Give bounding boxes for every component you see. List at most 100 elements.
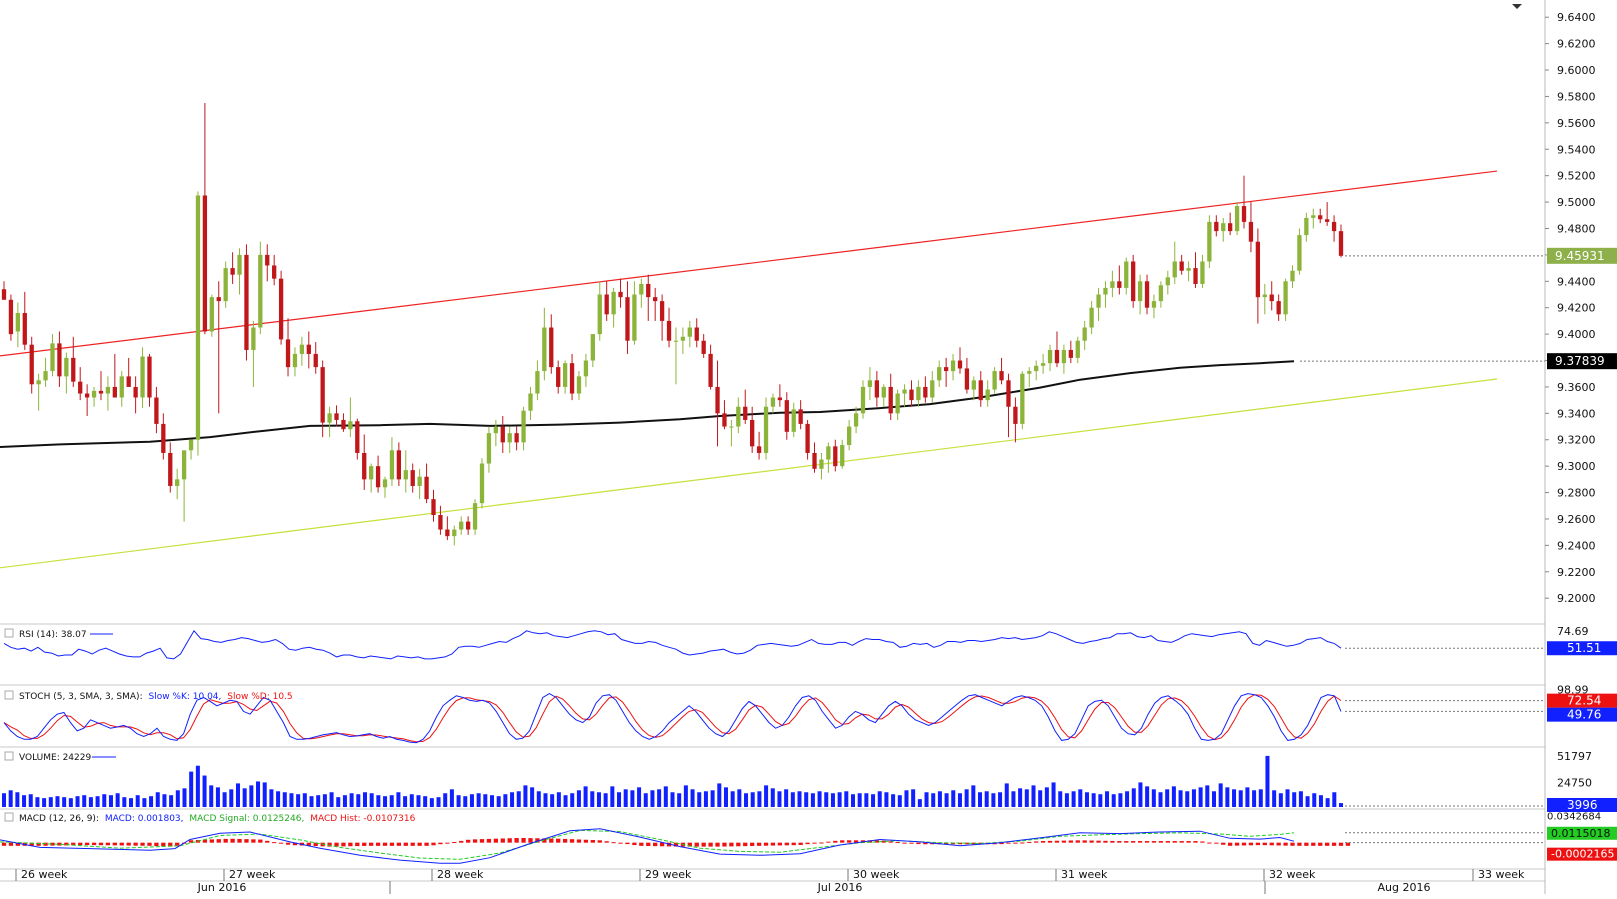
candle[interactable] bbox=[355, 418, 360, 460]
candle[interactable] bbox=[1318, 208, 1323, 224]
volume-bar[interactable] bbox=[463, 796, 468, 807]
candle[interactable] bbox=[1269, 281, 1274, 311]
candle[interactable] bbox=[535, 360, 540, 401]
volume-bar[interactable] bbox=[810, 793, 815, 807]
volume-bar[interactable] bbox=[349, 793, 354, 807]
volume-bar[interactable] bbox=[991, 793, 996, 807]
candle[interactable] bbox=[812, 442, 817, 473]
candle[interactable] bbox=[1013, 397, 1018, 443]
candle[interactable] bbox=[1096, 287, 1101, 321]
volume-bar[interactable] bbox=[1252, 790, 1257, 807]
volume-bar[interactable] bbox=[610, 786, 615, 807]
candle[interactable] bbox=[119, 371, 124, 407]
volume-bar[interactable] bbox=[1232, 789, 1237, 807]
volume-bar[interactable] bbox=[1312, 793, 1317, 807]
volume-bar[interactable] bbox=[282, 792, 287, 807]
candle[interactable] bbox=[375, 455, 381, 493]
candle[interactable] bbox=[327, 406, 332, 438]
candle[interactable] bbox=[1020, 371, 1025, 430]
candle[interactable] bbox=[320, 360, 325, 438]
candle[interactable] bbox=[382, 476, 388, 498]
candle[interactable] bbox=[292, 347, 298, 377]
candle[interactable] bbox=[202, 103, 208, 335]
volume-bar[interactable] bbox=[1125, 791, 1130, 807]
volume-bar[interactable] bbox=[22, 795, 27, 807]
volume-bar[interactable] bbox=[764, 785, 769, 807]
volume-bar[interactable] bbox=[503, 794, 508, 807]
volume-bar[interactable] bbox=[1105, 791, 1110, 807]
volume-bar[interactable] bbox=[229, 789, 234, 807]
volume-bar[interactable] bbox=[710, 790, 715, 807]
candle[interactable] bbox=[258, 241, 263, 335]
volume-bar[interactable] bbox=[1004, 783, 1009, 807]
volume-bar[interactable] bbox=[1084, 792, 1089, 807]
volume-bar[interactable] bbox=[730, 791, 735, 807]
volume-bar[interactable] bbox=[590, 791, 595, 807]
volume-bar[interactable] bbox=[871, 794, 876, 807]
candle[interactable] bbox=[1186, 261, 1191, 282]
volume-bar[interactable] bbox=[342, 795, 347, 807]
volume-bar[interactable] bbox=[637, 787, 642, 807]
candle[interactable] bbox=[805, 419, 810, 460]
volume-bar[interactable] bbox=[536, 791, 541, 807]
candle[interactable] bbox=[847, 419, 852, 451]
candle[interactable] bbox=[902, 384, 907, 407]
volume-bar[interactable] bbox=[35, 797, 40, 807]
volume-bar[interactable] bbox=[1, 793, 7, 807]
candle[interactable] bbox=[1283, 278, 1288, 321]
volume-bar[interactable] bbox=[316, 795, 321, 807]
volume-bar[interactable] bbox=[790, 792, 795, 807]
candle[interactable] bbox=[154, 386, 159, 434]
volume-bar[interactable] bbox=[82, 795, 87, 807]
candle[interactable] bbox=[770, 393, 776, 414]
candle[interactable] bbox=[265, 244, 270, 282]
candle[interactable] bbox=[195, 191, 201, 456]
volume-bar[interactable] bbox=[75, 796, 80, 807]
volume-bar[interactable] bbox=[322, 794, 327, 807]
candle[interactable] bbox=[992, 367, 997, 394]
volume-bar[interactable] bbox=[389, 795, 394, 807]
candle[interactable] bbox=[653, 287, 658, 321]
volume-bar[interactable] bbox=[449, 789, 454, 807]
volume-bar[interactable] bbox=[1245, 787, 1250, 807]
candle[interactable] bbox=[1311, 208, 1316, 229]
candle[interactable] bbox=[22, 291, 27, 350]
candle[interactable] bbox=[43, 357, 48, 387]
volume-bar[interactable] bbox=[663, 786, 668, 807]
candle[interactable] bbox=[798, 400, 803, 430]
candle[interactable] bbox=[84, 384, 90, 416]
candle[interactable] bbox=[715, 360, 720, 447]
candle[interactable] bbox=[389, 437, 395, 486]
candle[interactable] bbox=[750, 406, 755, 453]
volume-bar[interactable] bbox=[149, 796, 154, 807]
candle[interactable] bbox=[29, 336, 34, 394]
volume-bar[interactable] bbox=[1325, 798, 1330, 807]
volume-bar[interactable] bbox=[998, 792, 1003, 807]
candle[interactable] bbox=[223, 261, 228, 308]
volume-bar[interactable] bbox=[95, 796, 100, 807]
volume-bar[interactable] bbox=[1078, 789, 1083, 807]
volume-bar[interactable] bbox=[1118, 793, 1123, 807]
volume-bar[interactable] bbox=[1338, 803, 1344, 807]
volume-bar[interactable] bbox=[483, 794, 488, 807]
volume-bar[interactable] bbox=[1292, 792, 1297, 807]
volume-bar[interactable] bbox=[723, 787, 728, 807]
volume-bar[interactable] bbox=[1178, 790, 1183, 807]
volume-bar[interactable] bbox=[1091, 793, 1096, 807]
candle[interactable] bbox=[1040, 353, 1046, 374]
candle[interactable] bbox=[459, 516, 464, 535]
candle[interactable] bbox=[957, 347, 963, 374]
volume-bar[interactable] bbox=[416, 795, 421, 807]
volume-bar[interactable] bbox=[423, 796, 428, 807]
volume-bar[interactable] bbox=[1332, 792, 1337, 807]
candle[interactable] bbox=[438, 505, 443, 535]
volume-bar[interactable] bbox=[650, 790, 655, 807]
candle[interactable] bbox=[147, 353, 152, 407]
candle[interactable] bbox=[542, 307, 547, 381]
candle[interactable] bbox=[1110, 270, 1115, 298]
candle[interactable] bbox=[743, 389, 748, 424]
volume-bar[interactable] bbox=[596, 792, 601, 807]
candle[interactable] bbox=[736, 397, 741, 434]
candle[interactable] bbox=[659, 294, 665, 341]
